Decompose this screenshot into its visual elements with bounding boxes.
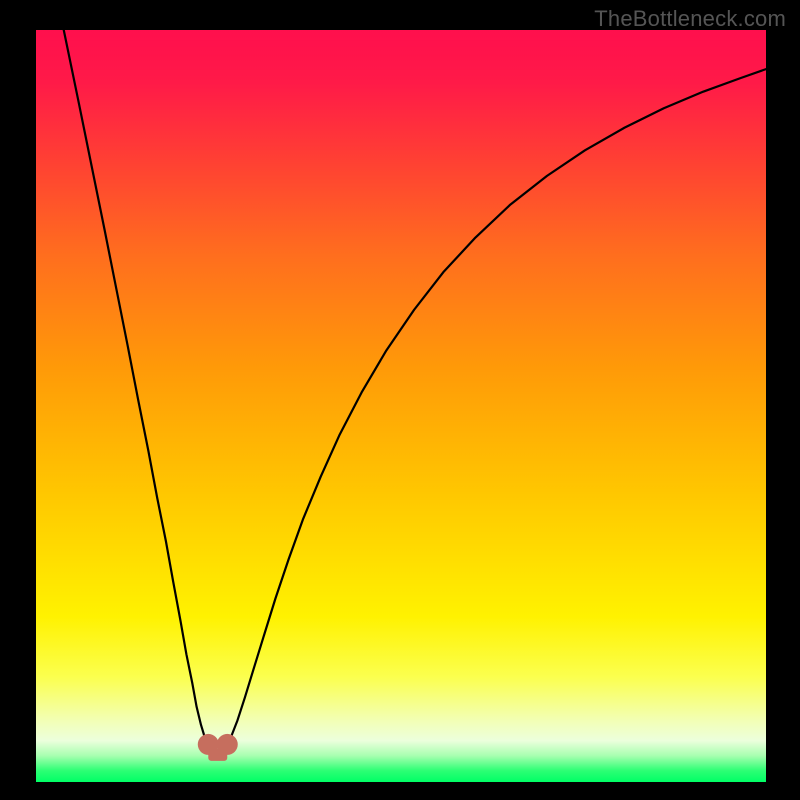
marker-dot-0 bbox=[198, 734, 219, 755]
plot-background bbox=[36, 30, 766, 782]
bottleneck-chart bbox=[0, 0, 800, 800]
watermark-text: TheBottleneck.com bbox=[594, 6, 786, 32]
marker-dot-1 bbox=[217, 734, 238, 755]
chart-container: TheBottleneck.com bbox=[0, 0, 800, 800]
